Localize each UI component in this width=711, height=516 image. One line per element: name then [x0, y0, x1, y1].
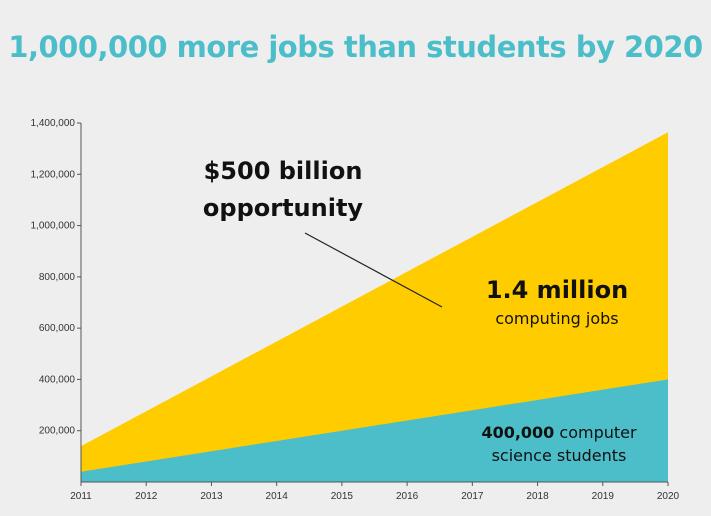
students-area	[81, 379, 668, 482]
y-tick-label: 600,000	[39, 323, 76, 334]
opportunity-label-line2: opportunity	[203, 194, 364, 222]
x-tick-label: 2020	[657, 491, 680, 502]
y-tick-label: 1,400,000	[31, 118, 76, 129]
students-label-bold: 400,000	[481, 423, 554, 442]
annotations-group: $500 billion opportunity 1.4 million com…	[203, 157, 637, 465]
x-tick-label: 2014	[266, 491, 289, 502]
students-label-line1: 400,000 computer	[481, 423, 637, 442]
opportunity-label-line1: $500 billion	[204, 157, 363, 185]
y-tick-label: 400,000	[39, 374, 76, 385]
x-tick-label: 2017	[461, 491, 484, 502]
y-tick-label: 800,000	[39, 272, 76, 283]
x-tick-label: 2012	[135, 491, 158, 502]
areas-group	[81, 132, 668, 482]
x-tick-label: 2015	[331, 491, 354, 502]
students-label-line2: science students	[492, 446, 627, 465]
y-tick-label: 200,000	[39, 426, 76, 437]
jobs-area	[81, 132, 668, 482]
x-tick-label: 2016	[396, 491, 419, 502]
x-tick-label: 2019	[592, 491, 615, 502]
jobs-label-bold: 1.4 million	[486, 276, 628, 304]
y-tick-label: 1,000,000	[31, 221, 76, 232]
opportunity-pointer-line	[304, 232, 443, 308]
x-tick-label: 2013	[200, 491, 223, 502]
jobs-label-text: computing jobs	[495, 309, 618, 328]
x-tick-label: 2011	[70, 491, 92, 502]
students-label-text1: computer	[554, 423, 637, 442]
chart-title: 1,000,000 more jobs than students by 202…	[8, 30, 703, 64]
x-tick-label: 2018	[526, 491, 549, 502]
axes-group: 200,000 400,000 600,000 800,000 1,000,000 1,2…	[31, 118, 680, 502]
y-tick-label: 1,200,000	[31, 169, 76, 180]
